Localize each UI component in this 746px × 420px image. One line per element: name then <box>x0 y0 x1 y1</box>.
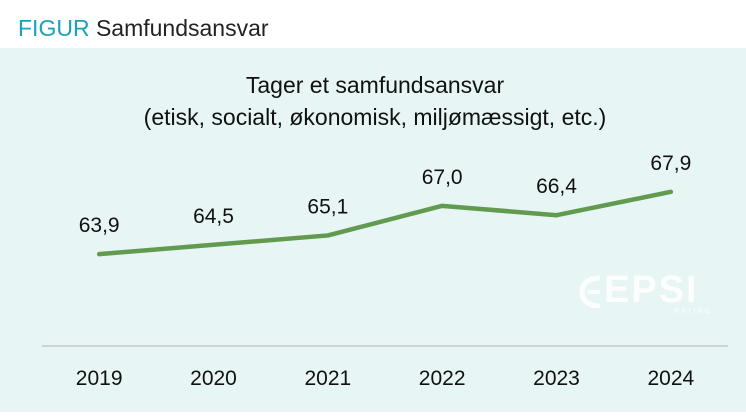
series-line-group <box>96 189 674 257</box>
figure-header: FIGUR Samfundsansvar <box>0 0 746 48</box>
data-label-2023: 66,4 <box>536 175 577 198</box>
x-tick-label-2022: 2022 <box>419 367 466 390</box>
x-tick-label-2024: 2024 <box>647 367 694 390</box>
logo-text: EPSI <box>604 269 699 311</box>
data-point-2022 <box>440 203 445 208</box>
epsi-logo: EPSI RATING <box>578 270 718 320</box>
data-point-2021 <box>325 233 330 238</box>
data-label-2021: 65,1 <box>307 195 348 218</box>
data-labels-group: 63,9 64,5 65,1 67,0 66,4 67,9 <box>79 152 692 237</box>
data-point-2020 <box>211 242 216 247</box>
figure-label: FIGUR Samfundsansvar <box>18 14 269 42</box>
series-line <box>96 189 674 257</box>
figure-prefix: FIGUR <box>18 15 90 41</box>
data-label-2020: 64,5 <box>193 205 234 228</box>
data-label-2024: 67,9 <box>650 152 691 175</box>
x-tick-label-2021: 2021 <box>304 367 351 390</box>
logo-subtext: RATING <box>674 308 712 315</box>
data-point-2023 <box>554 213 559 218</box>
logo-mark-icon <box>579 275 601 308</box>
chart-subtitle: (etisk, socialt, økonomisk, miljømæssigt… <box>144 104 607 130</box>
chart-title: Tager et samfundsansvar <box>246 72 505 98</box>
x-tick-label-2020: 2020 <box>190 367 237 390</box>
line-chart: Tager et samfundsansvar (etisk, socialt,… <box>42 72 728 390</box>
data-point-2019 <box>97 252 102 257</box>
figure-title: Samfundsansvar <box>95 15 269 41</box>
data-label-2019: 63,9 <box>79 214 120 237</box>
data-point-2024 <box>668 189 673 194</box>
chart-panel <box>0 48 746 412</box>
data-label-2022: 67,0 <box>422 166 463 189</box>
x-tick-label-2019: 2019 <box>76 367 123 390</box>
x-tick-label-2023: 2023 <box>533 367 580 390</box>
x-tick-labels-group: 2019 2020 2021 2022 2023 2024 <box>76 367 695 390</box>
